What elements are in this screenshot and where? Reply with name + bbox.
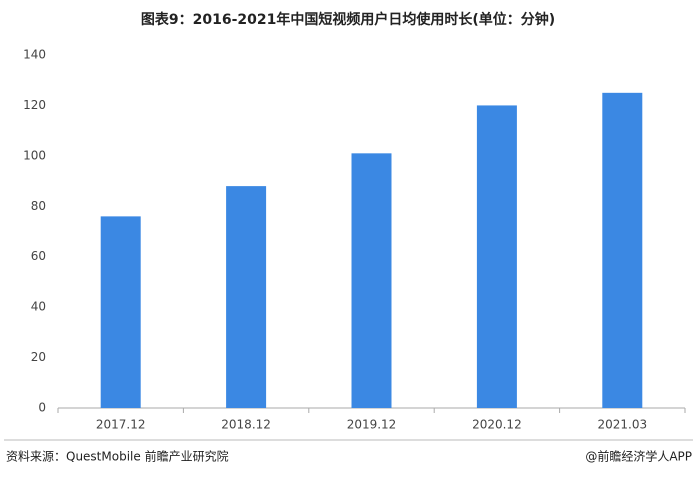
- bar: [226, 186, 267, 408]
- bar: [100, 216, 141, 408]
- y-tick-label: 100: [23, 148, 46, 162]
- bar: [351, 153, 392, 408]
- credit: @前瞻经济学人APP: [585, 449, 692, 464]
- x-tick-label: 2018.12: [221, 418, 271, 432]
- bar: [602, 92, 643, 409]
- y-tick-label: 60: [31, 249, 46, 263]
- y-tick-label: 40: [31, 300, 46, 314]
- source: 资料来源：QuestMobile 前瞻产业研究院: [6, 449, 229, 464]
- bar: [476, 105, 517, 408]
- y-tick-label: 140: [23, 48, 46, 62]
- chart-title: 图表9：2016-2021年中国短视频用户日均使用时长(单位：分钟): [141, 11, 555, 28]
- x-tick-label: 2020.12: [472, 418, 522, 432]
- y-tick-label: 120: [23, 98, 46, 112]
- y-tick-label: 0: [38, 401, 46, 415]
- y-tick-label: 20: [31, 350, 46, 364]
- x-tick-label: 2021.03: [597, 418, 647, 432]
- x-tick-label: 2019.12: [347, 418, 397, 432]
- x-tick-label: 2017.12: [96, 418, 146, 432]
- y-tick-label: 80: [31, 199, 46, 213]
